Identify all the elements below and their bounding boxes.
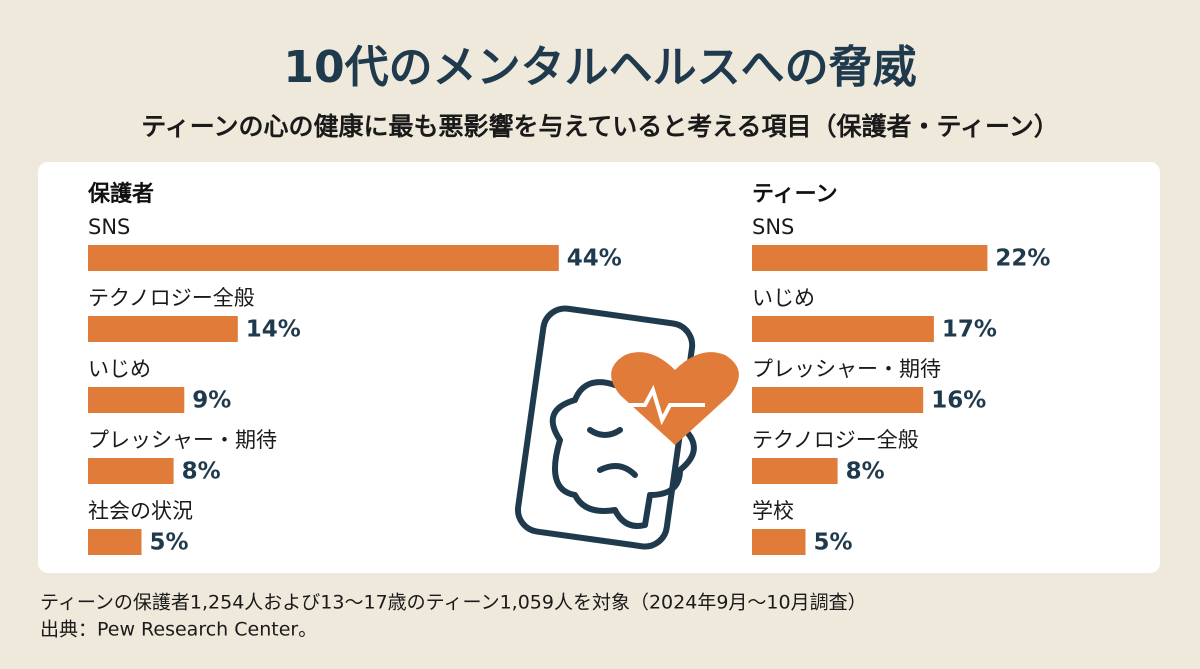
value-label: 22%	[995, 246, 1050, 272]
category-label: 社会の状況	[88, 499, 193, 523]
subtitle: ティーンの心の健康に最も悪影響を与えていると考える項目（保護者・ティーン）	[141, 112, 1059, 141]
bar	[88, 458, 174, 484]
category-label: テクノロジー全般	[752, 428, 919, 452]
value-label: 44%	[567, 246, 622, 272]
category-label: テクノロジー全般	[88, 286, 255, 310]
bar	[88, 316, 238, 342]
bar	[88, 245, 559, 271]
footnote: 出典：Pew Research Center。	[40, 619, 317, 641]
value-label: 14%	[246, 317, 301, 343]
chart-title: 保護者	[87, 181, 154, 207]
bar	[752, 387, 924, 413]
category-label: プレッシャー・期待	[752, 357, 941, 381]
value-label: 8%	[846, 459, 885, 485]
bar	[752, 316, 934, 342]
value-label: 5%	[814, 530, 853, 556]
heart-icon	[611, 352, 739, 445]
bar	[752, 529, 806, 555]
value-label: 8%	[182, 459, 221, 485]
category-label: 学校	[752, 499, 794, 523]
value-label: 5%	[150, 530, 189, 556]
bar	[88, 387, 185, 413]
value-label: 9%	[192, 388, 231, 414]
category-label: SNS	[752, 215, 794, 239]
category-label: SNS	[88, 215, 130, 239]
bar	[752, 245, 988, 271]
category-label: プレッシャー・期待	[88, 428, 277, 452]
category-label: いじめ	[752, 286, 815, 310]
chart-title: ティーン	[752, 182, 838, 207]
title: 10代のメンタルヘルスへの脅威	[283, 42, 916, 93]
category-label: いじめ	[88, 357, 151, 381]
bar	[88, 529, 142, 555]
value-label: 17%	[942, 317, 997, 343]
pulse-icon	[622, 384, 705, 426]
bar	[752, 458, 838, 484]
value-label: 16%	[931, 388, 986, 414]
footnote: ティーンの保護者1,254人および13〜17歳のティーン1,059人を対象（20…	[40, 592, 867, 614]
